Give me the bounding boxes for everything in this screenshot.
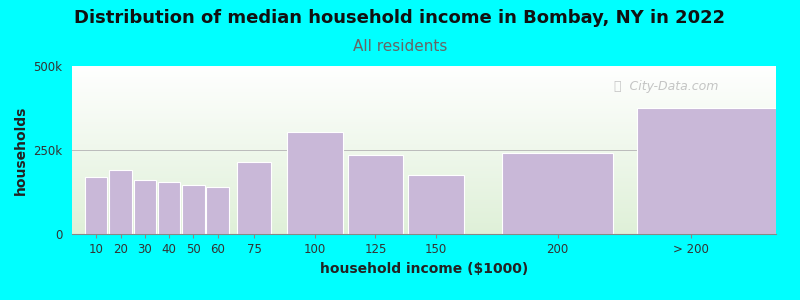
- Bar: [134, 180, 156, 234]
- Bar: [347, 155, 403, 234]
- Bar: [287, 131, 342, 234]
- Bar: [408, 175, 464, 234]
- Bar: [182, 185, 205, 234]
- Text: ⓘ  City-Data.com: ⓘ City-Data.com: [614, 80, 718, 93]
- Text: Distribution of median household income in Bombay, NY in 2022: Distribution of median household income …: [74, 9, 726, 27]
- Y-axis label: households: households: [14, 105, 27, 195]
- Bar: [158, 182, 180, 234]
- Bar: [637, 108, 794, 234]
- Text: All residents: All residents: [353, 39, 447, 54]
- Bar: [502, 153, 614, 234]
- Bar: [206, 187, 229, 234]
- Bar: [238, 162, 271, 234]
- Bar: [110, 170, 132, 234]
- Bar: [85, 177, 107, 234]
- X-axis label: household income ($1000): household income ($1000): [320, 262, 528, 276]
